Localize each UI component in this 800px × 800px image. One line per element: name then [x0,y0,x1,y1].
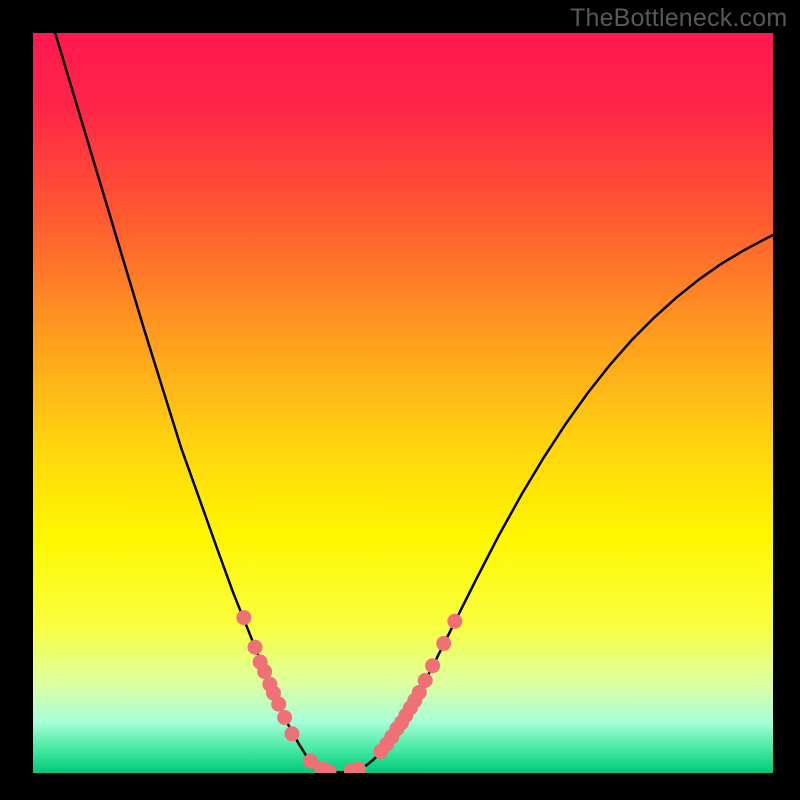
background-gradient [33,33,773,773]
watermark-text: TheBottleneck.com [570,4,787,33]
plot-area [33,33,773,773]
chart-container: TheBottleneck.com [0,0,800,800]
